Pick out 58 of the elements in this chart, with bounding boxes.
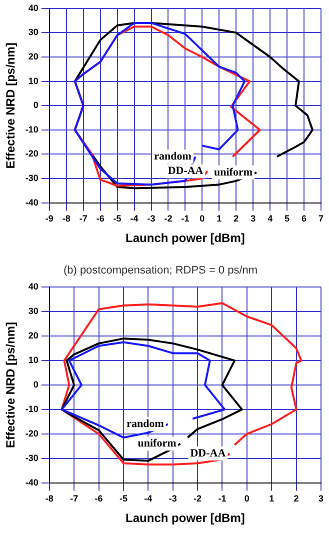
x-axis-title: Launch power [dBm] [126,231,245,246]
y-tick-label: -30 [25,452,38,463]
y-axis-title: Effective NRD [ps/nm] [4,42,18,169]
y-axis-title: Effective NRD [ps/nm] [4,322,18,448]
y-tick-label: 30 [28,306,38,316]
y-tick-label: -40 [25,477,38,488]
y-tick-label: -30 [25,172,38,183]
x-tick-label: -6 [96,214,104,224]
x-tick-label: -8 [62,214,70,224]
x-tick-label: -4 [130,214,138,224]
y-tick-label: 0 [33,100,38,110]
y-tick-label: 10 [28,355,38,366]
series-label: uniform [214,166,252,178]
x-tick-label: 3 [250,214,256,224]
y-tick-label: -40 [25,197,38,208]
y-tick-label: 20 [28,51,38,62]
x-tick-label: -8 [45,494,54,504]
x-tick-label: -3 [168,494,177,504]
series-label: DD-AA [168,165,204,178]
y-tick-label: 0 [33,379,38,390]
x-tick-label: -5 [119,494,128,504]
x-tick-label: 2 [294,494,299,504]
x-tick-label: -5 [113,214,122,224]
x-tick-label: -2 [164,214,172,224]
x-tick-label: -6 [94,494,103,504]
x-tick-label: 0 [200,214,205,224]
x-tick-label: 5 [284,214,290,224]
series-label: random [126,418,164,430]
chart-title: (b) postcompensation; RDPS = 0 ps/nm [63,264,258,277]
series-label: DD-AA [190,447,226,460]
x-tick-label: 1 [216,214,222,224]
x-tick-label: -7 [79,214,88,224]
x-tick-label: 1 [269,494,274,504]
y-tick-label: 20 [28,330,38,341]
y-tick-label: -20 [25,428,38,438]
y-tick-label: -10 [25,404,38,414]
x-tick-label: -1 [181,214,190,224]
x-tick-label: -7 [70,494,78,504]
y-tick-label: 10 [28,76,38,86]
x-tick-label: 7 [318,214,324,224]
x-tick-label: -3 [147,214,156,224]
x-tick-label: 4 [268,214,273,224]
y-tick-label: 40 [28,2,38,13]
x-tick-label: -2 [194,494,202,504]
series-label: uniform [138,438,176,450]
y-tick-label: 40 [28,282,38,292]
series-label: random [154,150,192,162]
y-tick-label: -20 [25,148,38,159]
x-tick-label: 6 [302,214,307,224]
x-tick-label: 0 [244,494,250,504]
x-tick-label: 3 [318,494,324,504]
x-tick-label: -9 [45,214,54,224]
x-tick-label: -4 [144,494,152,504]
x-axis-title: Launch power [dBm] [126,511,245,526]
y-tick-label: -10 [25,124,38,134]
x-tick-label: 2 [234,214,239,224]
x-tick-label: -1 [218,494,226,504]
y-tick-label: 30 [28,27,38,38]
